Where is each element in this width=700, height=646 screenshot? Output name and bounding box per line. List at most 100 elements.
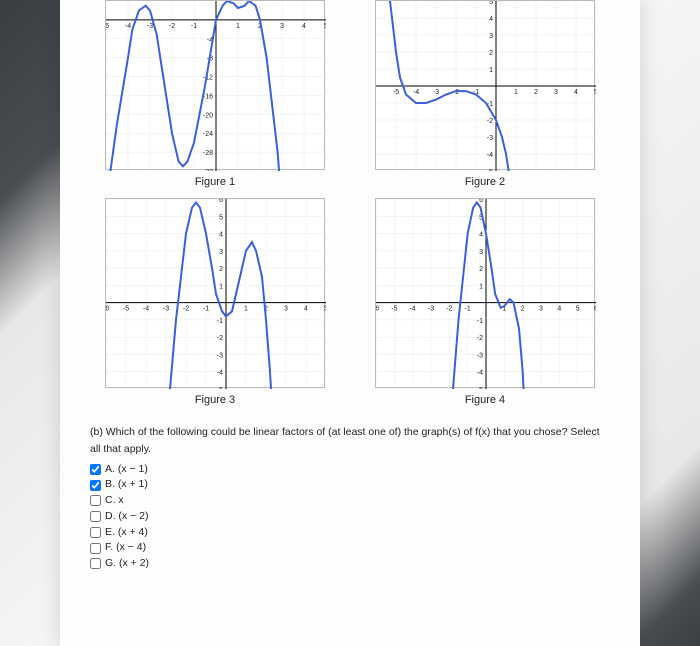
svg-text:-28: -28 — [203, 150, 213, 157]
svg-text:-3: -3 — [433, 89, 439, 96]
svg-text:-1: -1 — [465, 306, 471, 313]
svg-text:-1: -1 — [217, 318, 223, 325]
svg-text:3: 3 — [489, 33, 493, 40]
svg-text:-4: -4 — [487, 152, 493, 159]
svg-text:-3: -3 — [217, 352, 223, 359]
svg-text:-4: -4 — [143, 306, 149, 313]
svg-text:3: 3 — [554, 89, 558, 96]
option-checkbox-f[interactable] — [90, 543, 101, 554]
svg-text:-4: -4 — [125, 23, 131, 30]
svg-text:-6: -6 — [106, 306, 109, 313]
svg-text:1: 1 — [219, 283, 223, 290]
figure-1-wrap: -5-4-3-2-112345-4-8-12-16-20-24-28-32 Fi… — [105, 0, 325, 188]
svg-text:-1: -1 — [191, 23, 197, 30]
svg-text:4: 4 — [304, 306, 308, 313]
svg-text:1: 1 — [489, 67, 493, 74]
svg-text:6: 6 — [219, 199, 223, 204]
svg-text:-12: -12 — [203, 75, 213, 82]
question-block: (b) Which of the following could be line… — [60, 416, 640, 572]
option-row-f: F. (x − 4) — [90, 540, 610, 556]
svg-text:5: 5 — [324, 306, 326, 313]
svg-text:-5: -5 — [487, 169, 493, 171]
figure-2-chart: -5-4-3-2-112345-5-4-3-2-112345 — [375, 0, 595, 170]
figure-1-chart: -5-4-3-2-112345-4-8-12-16-20-24-28-32 — [105, 0, 325, 170]
option-row-c: C. x — [90, 493, 610, 509]
svg-text:4: 4 — [302, 23, 306, 30]
svg-text:2: 2 — [489, 50, 493, 57]
svg-text:-3: -3 — [477, 352, 483, 359]
option-label-b: B. (x + 1) — [105, 477, 148, 493]
svg-text:3: 3 — [280, 23, 284, 30]
svg-text:6: 6 — [479, 199, 483, 204]
svg-text:6: 6 — [594, 306, 596, 313]
svg-text:-2: -2 — [183, 306, 189, 313]
svg-text:-3: -3 — [487, 135, 493, 142]
svg-text:-4: -4 — [477, 370, 483, 377]
option-checkbox-e[interactable] — [90, 527, 101, 538]
svg-text:5: 5 — [576, 306, 580, 313]
svg-text:-5: -5 — [106, 23, 109, 30]
svg-text:5: 5 — [219, 214, 223, 221]
svg-text:4: 4 — [557, 306, 561, 313]
svg-text:2: 2 — [479, 266, 483, 273]
svg-text:-5: -5 — [393, 89, 399, 96]
option-checkbox-d[interactable] — [90, 511, 101, 522]
svg-text:1: 1 — [479, 283, 483, 290]
svg-text:-2: -2 — [169, 23, 175, 30]
svg-text:1: 1 — [244, 306, 248, 313]
figure-2-wrap: -5-4-3-2-112345-5-4-3-2-112345 Figure 2 — [375, 0, 595, 188]
svg-text:5: 5 — [594, 89, 596, 96]
figure-1-caption: Figure 1 — [105, 176, 325, 188]
option-label-e: E. (x + 4) — [105, 525, 148, 541]
option-checkbox-a[interactable] — [90, 464, 101, 475]
option-row-b: B. (x + 1) — [90, 477, 610, 493]
svg-text:-5: -5 — [391, 306, 397, 313]
svg-text:1: 1 — [236, 23, 240, 30]
svg-text:5: 5 — [324, 23, 326, 30]
svg-text:3: 3 — [479, 249, 483, 256]
svg-text:-2: -2 — [217, 335, 223, 342]
option-checkbox-b[interactable] — [90, 480, 101, 491]
svg-text:-20: -20 — [203, 112, 213, 119]
svg-text:2: 2 — [534, 89, 538, 96]
svg-text:-2: -2 — [477, 335, 483, 342]
svg-text:2: 2 — [219, 266, 223, 273]
svg-text:4: 4 — [219, 232, 223, 239]
svg-text:-1: -1 — [477, 318, 483, 325]
svg-text:-3: -3 — [163, 306, 169, 313]
svg-text:2: 2 — [521, 306, 525, 313]
figure-2-caption: Figure 2 — [375, 176, 595, 188]
svg-text:5: 5 — [489, 1, 493, 6]
option-label-d: D. (x − 2) — [105, 509, 148, 525]
svg-text:4: 4 — [479, 232, 483, 239]
svg-text:-5: -5 — [477, 387, 483, 389]
svg-text:4: 4 — [574, 89, 578, 96]
option-checkbox-c[interactable] — [90, 495, 101, 506]
svg-text:-4: -4 — [410, 306, 416, 313]
figure-3-caption: Figure 3 — [105, 394, 325, 406]
svg-text:1: 1 — [514, 89, 518, 96]
svg-text:-24: -24 — [203, 131, 213, 138]
option-checkbox-g[interactable] — [90, 558, 101, 569]
figure-4-caption: Figure 4 — [375, 394, 595, 406]
figure-3-chart: -6-5-4-3-2-112345-5-4-3-2-1123456 — [105, 198, 325, 388]
svg-text:-5: -5 — [123, 306, 129, 313]
svg-text:-1: -1 — [203, 306, 209, 313]
option-row-e: E. (x + 4) — [90, 525, 610, 541]
svg-text:-5: -5 — [217, 387, 223, 389]
chart-row-1: -5-4-3-2-112345-4-8-12-16-20-24-28-32 Fi… — [60, 0, 640, 198]
option-label-f: F. (x − 4) — [105, 540, 146, 556]
option-row-g: G. (x + 2) — [90, 556, 610, 572]
svg-text:3: 3 — [284, 306, 288, 313]
figure-3-wrap: -6-5-4-3-2-112345-5-4-3-2-1123456 Figure… — [105, 198, 325, 406]
svg-text:-2: -2 — [487, 118, 493, 125]
option-row-a: A. (x − 1) — [90, 462, 610, 478]
question-prompt: (b) Which of the following could be line… — [90, 424, 610, 458]
svg-text:-32: -32 — [203, 169, 213, 171]
svg-text:-3: -3 — [147, 23, 153, 30]
paper-sheet: -5-4-3-2-112345-4-8-12-16-20-24-28-32 Fi… — [60, 0, 640, 646]
option-label-g: G. (x + 2) — [105, 556, 149, 572]
option-row-d: D. (x − 2) — [90, 509, 610, 525]
option-label-c: C. x — [105, 493, 124, 509]
figure-4-chart: -6-5-4-3-2-1123456-5-4-3-2-1123456 — [375, 198, 595, 388]
